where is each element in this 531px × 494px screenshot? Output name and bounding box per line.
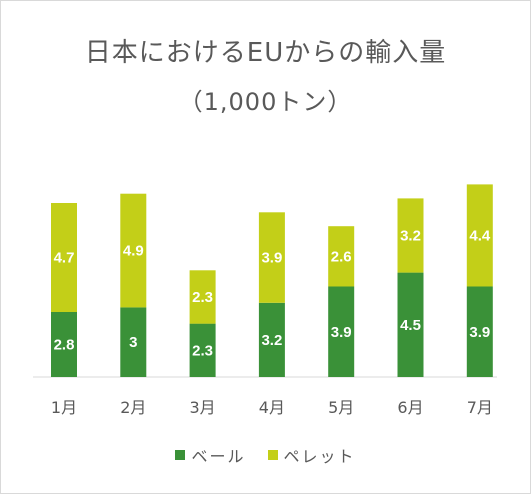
bar-bale-3: [189, 323, 216, 377]
x-tick-labels-group: 1月 2月 3月 4月 5月 6月 7月: [51, 398, 493, 417]
bar-bale-4: [258, 302, 285, 377]
bar-pellet-2: [120, 193, 147, 308]
legend-label-bale: ベール: [191, 447, 246, 466]
x-tick-label-5: 5月: [328, 398, 354, 417]
bar-pellet-7: [466, 184, 493, 287]
legend: ベール ペレット: [0, 443, 531, 467]
bar-bale-6: [397, 272, 424, 377]
x-tick-label-2: 2月: [120, 398, 146, 417]
bar-bale-2: [120, 307, 147, 377]
bar-pellet-6: [397, 198, 424, 273]
x-tick-label-1: 1月: [51, 398, 77, 417]
data-label-pellet-3: 2.3: [192, 289, 213, 306]
chart-title: 日本におけるEUからの輸入量: [84, 38, 447, 68]
legend-item-bale: ベール: [175, 443, 245, 467]
bar-pellet-5: [328, 226, 355, 287]
bar-bale-5: [328, 286, 355, 377]
data-label-bale-4: 3.2: [261, 332, 282, 349]
x-tick-label-4: 4月: [259, 398, 285, 417]
data-label-bale-2: 3: [129, 334, 137, 351]
x-tick-label-7: 7月: [467, 398, 493, 417]
data-label-pellet-1: 4.7: [54, 250, 75, 267]
legend-item-pellet: ペレット: [267, 443, 356, 467]
data-labels-group: 2.8 4.7 3 4.9 2.3 2.3 3.2 3.9 3.9 2.6 4.5 3.2 3.9 4.4: [54, 228, 491, 360]
legend-swatch-pellet: [267, 450, 278, 460]
data-label-bale-3: 2.3: [192, 342, 213, 359]
data-label-pellet-5: 2.6: [331, 248, 352, 265]
chart-subtitle: （1,000トン）: [178, 88, 353, 116]
data-label-pellet-6: 3.2: [400, 228, 421, 245]
bar-pellet-1: [51, 203, 77, 312]
legend-swatch-bale: [175, 450, 186, 460]
bar-pellet-4: [258, 212, 285, 303]
data-label-bale-7: 3.9: [469, 324, 490, 341]
data-label-pellet-2: 4.9: [123, 243, 144, 260]
data-label-bale-5: 3.9: [331, 324, 352, 341]
x-tick-label-6: 6月: [397, 398, 423, 417]
x-tick-label-3: 3月: [190, 398, 216, 417]
data-label-bale-6: 4.5: [400, 317, 421, 334]
data-label-pellet-4: 3.9: [261, 250, 282, 267]
data-label-bale-1: 2.8: [54, 337, 75, 354]
legend-label-pellet: ペレット: [283, 447, 356, 466]
bar-bale-7: [466, 286, 493, 377]
data-label-pellet-7: 4.4: [469, 228, 491, 245]
bar-pellet-3: [189, 270, 216, 324]
bar-bale-1: [51, 312, 77, 377]
bars-group: [51, 184, 493, 377]
